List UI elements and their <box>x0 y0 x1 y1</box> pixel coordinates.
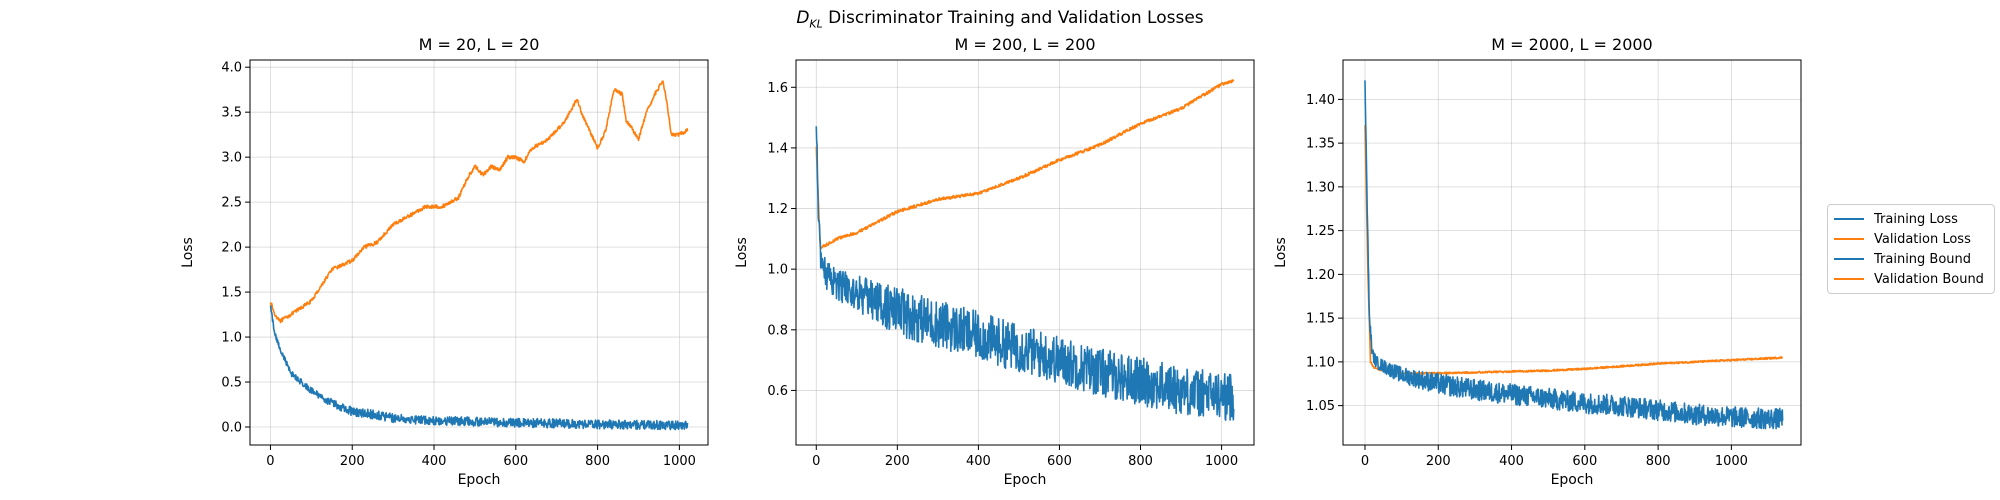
y-tick-label: 1.5 <box>221 286 242 301</box>
legend-swatch <box>1834 278 1864 280</box>
legend-label: Training Bound <box>1874 251 1972 267</box>
legend-item-validation-bound: Validation Bound <box>1834 269 1988 289</box>
legend-label: Validation Loss <box>1874 231 1971 247</box>
subplot-3: 0 200 400 600 800 1000 1.05 1.10 1.15 1.20 1.25 1.3… <box>1273 35 1802 488</box>
y-tick-label: 3.0 <box>221 151 242 166</box>
subplot-title: M = 2000, L = 2000 <box>1491 35 1652 54</box>
y-tick-label: 3.5 <box>221 106 242 121</box>
y-tick-label: 1.35 <box>1306 137 1335 152</box>
x-tick-label: 800 <box>1646 454 1671 469</box>
legend-swatch <box>1834 218 1864 220</box>
y-axis-label: Loss <box>1273 237 1289 268</box>
y-tick-label: 4.0 <box>221 61 242 76</box>
y-tick-label: 1.4 <box>767 141 788 156</box>
x-tick-label: 0 <box>266 454 274 469</box>
y-tick-label: 2.0 <box>221 241 242 256</box>
legend-item-validation-loss: Validation Loss <box>1834 229 1988 249</box>
y-tick-label: 0.8 <box>767 323 788 338</box>
x-tick-label: 200 <box>885 454 910 469</box>
y-axis-label: Loss <box>734 237 750 268</box>
x-tick-label: 200 <box>340 454 365 469</box>
y-tick-label: 0.0 <box>221 421 242 436</box>
x-tick-label: 400 <box>966 454 991 469</box>
x-tick-label: 600 <box>1047 454 1072 469</box>
axes-frame <box>249 59 709 446</box>
y-tick-label: 1.40 <box>1306 93 1335 108</box>
axes-frame <box>1342 59 1802 446</box>
series-line-training-loss <box>815 126 1235 421</box>
x-tick-label: 800 <box>585 454 610 469</box>
subplot-2: 0 200 400 600 800 1000 0.6 0.8 1.0 1.2 1.4 1.6 M = 2… <box>734 35 1255 488</box>
x-tick-label: 1000 <box>1205 454 1238 469</box>
suptitle-subscript: KL <box>809 17 823 31</box>
subplot-title: M = 200, L = 200 <box>954 35 1095 54</box>
y-tick-label: 1.2 <box>767 202 788 217</box>
x-tick-label: 600 <box>1572 454 1597 469</box>
x-axis-label: Epoch <box>458 472 501 488</box>
x-tick-label: 400 <box>1499 454 1524 469</box>
x-tick-label: 1000 <box>663 454 696 469</box>
legend-label: Training Loss <box>1874 211 1958 227</box>
series-line-training-loss <box>1364 80 1784 430</box>
series-line-validation-loss <box>269 80 689 324</box>
legend-swatch <box>1834 238 1864 240</box>
y-tick-label: 0.5 <box>221 376 242 391</box>
series-line-training-loss <box>269 305 689 431</box>
y-tick-label: 0.6 <box>767 384 788 399</box>
y-axis-label: Loss <box>180 237 196 268</box>
y-tick-label: 2.5 <box>221 196 242 211</box>
suptitle-text: Discriminator Training and Validation Lo… <box>822 8 1204 28</box>
y-tick-label: 1.10 <box>1306 355 1335 370</box>
y-tick-label: 1.20 <box>1306 268 1335 283</box>
y-tick-label: 1.6 <box>767 81 788 96</box>
legend-label: Validation Bound <box>1874 271 1984 287</box>
legend-swatch <box>1834 258 1864 260</box>
x-tick-label: 1000 <box>1715 454 1748 469</box>
legend-item-training-loss: Training Loss <box>1834 209 1988 229</box>
suptitle-symbol: D <box>796 8 810 28</box>
y-tick-label: 1.05 <box>1306 399 1335 414</box>
legend: Training Loss Validation Loss Training B… <box>1827 204 1995 294</box>
y-tick-label: 1.15 <box>1306 312 1335 327</box>
series-line-validation-loss <box>1364 125 1784 375</box>
series-line-validation-loss <box>815 79 1235 249</box>
subplot-1: 0 200 400 600 800 1000 0.0 0.5 1.0 1.5 2.0 2.5 3.0 3.… <box>180 35 709 488</box>
x-tick-label: 400 <box>422 454 447 469</box>
x-tick-label: 0 <box>812 454 820 469</box>
axes-frame <box>795 59 1255 446</box>
x-tick-label: 600 <box>503 454 528 469</box>
y-tick-label: 1.25 <box>1306 224 1335 239</box>
y-tick-label: 1.0 <box>221 331 242 346</box>
x-tick-label: 200 <box>1426 454 1451 469</box>
y-tick-label: 1.30 <box>1306 180 1335 195</box>
x-axis-label: Epoch <box>1004 472 1047 488</box>
x-axis-label: Epoch <box>1551 472 1594 488</box>
subplot-title: M = 20, L = 20 <box>419 35 540 54</box>
figure-suptitle: DKL Discriminator Training and Validatio… <box>0 8 2000 30</box>
y-tick-label: 1.0 <box>767 263 788 278</box>
x-tick-label: 0 <box>1361 454 1369 469</box>
x-tick-label: 800 <box>1128 454 1153 469</box>
legend-item-training-bound: Training Bound <box>1834 249 1988 269</box>
